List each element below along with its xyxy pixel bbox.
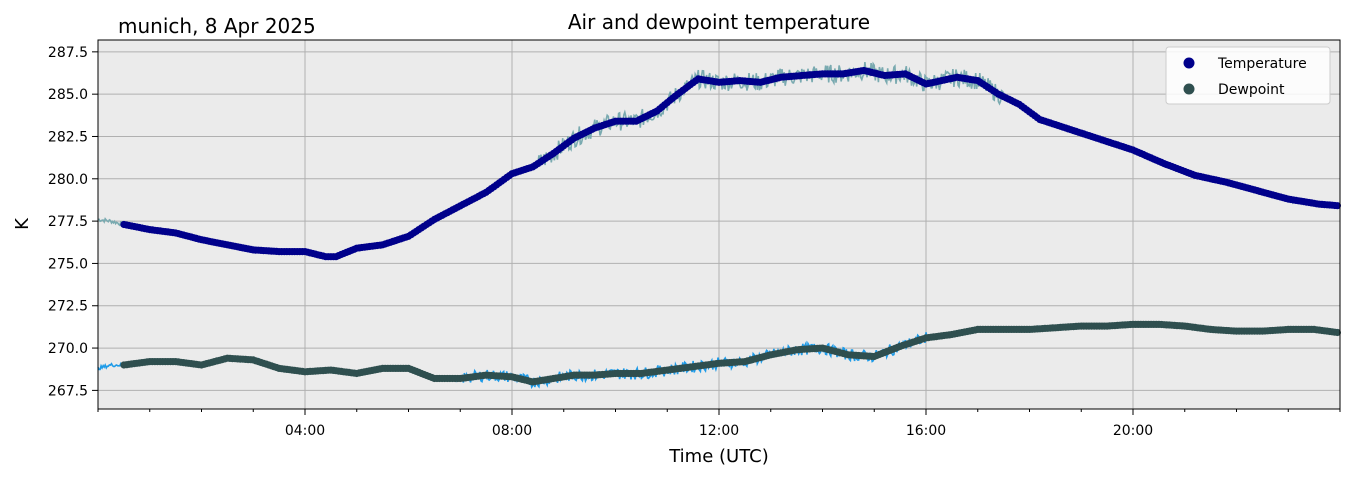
y-tick-label: 267.5	[48, 383, 88, 399]
y-tick-label: 270.0	[48, 341, 88, 357]
x-tick-label: 20:00	[1113, 423, 1153, 439]
x-axis: 04:00 08:00 12:00 16:00 20:00	[97, 409, 1341, 439]
chart-title: Air and dewpoint temperature	[568, 10, 870, 34]
y-tick-label: 282.5	[48, 129, 88, 145]
legend-box	[1165, 46, 1331, 105]
series-temperature	[97, 61, 1341, 261]
markers-dewpoint	[120, 320, 1341, 386]
x-tick-label: 16:00	[906, 423, 946, 439]
markers-temperature	[120, 66, 1341, 261]
legend: Temperature Dewpoint	[1165, 46, 1331, 105]
series-dewpoint	[97, 320, 1341, 390]
y-tick-label: 272.5	[48, 299, 88, 315]
y-axis: 267.5 270.0 272.5 275.0 277.5 280.0 282.5 285.0…	[48, 45, 98, 399]
y-tick-label: 280.0	[48, 172, 88, 188]
legend-dewpoint-marker	[1183, 83, 1195, 95]
data-point	[1333, 202, 1341, 210]
location-date-label: munich, 8 Apr 2025	[118, 14, 316, 38]
legend-dewpoint-label: Dewpoint	[1218, 82, 1285, 98]
y-tick-label: 287.5	[48, 45, 88, 61]
legend-temperature-marker	[1183, 57, 1195, 69]
x-tick-label: 04:00	[285, 423, 325, 439]
data-point	[1333, 328, 1341, 337]
y-tick-label: 285.0	[48, 87, 88, 103]
legend-temperature-label: Temperature	[1217, 56, 1307, 72]
y-tick-label: 275.0	[48, 256, 88, 272]
x-tick-label: 12:00	[699, 423, 739, 439]
series-layer	[97, 61, 1341, 390]
y-tick-label: 277.5	[48, 214, 88, 230]
grid	[98, 40, 1340, 409]
x-axis-label: Time (UTC)	[668, 446, 769, 467]
y-axis-label: K	[12, 217, 33, 230]
x-tick-label: 08:00	[492, 423, 532, 439]
